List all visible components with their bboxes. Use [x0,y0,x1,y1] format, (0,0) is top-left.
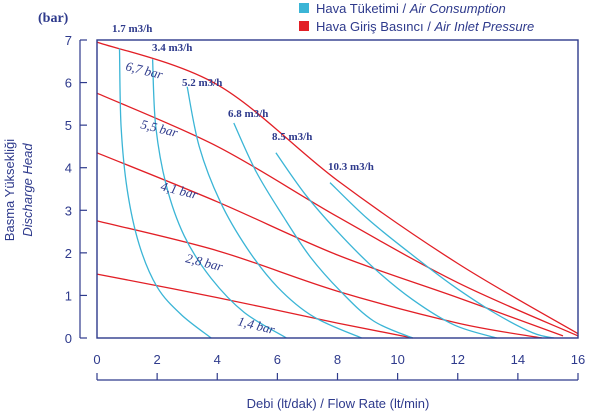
x-tick-label: 6 [274,352,281,367]
legend-label-air-consumption: Hava Tüketimi / Air Consumption [316,1,506,16]
air-inlet-pressure-line [96,220,543,339]
series-layer [96,41,579,339]
y-tick-label: 1 [65,288,72,303]
air-consumption-curve [233,122,413,339]
x-tick-label: 14 [511,352,525,367]
air-consumption-label: 5.2 m3/h [182,77,222,89]
air-consumption-label: 8.5 m3/h [272,131,312,143]
y-tick-label: 6 [65,76,72,91]
legend-swatch-air-inlet-pressure [299,21,309,31]
x-tick-label: 10 [390,352,404,367]
air-consumption-curve [329,182,555,339]
y-tick-label: 4 [65,161,72,176]
x-tick-label: 2 [154,352,161,367]
y-axis-title-tr: Basma Yüksekliği [2,139,17,241]
air-inlet-pressure-line [96,92,579,337]
air-consumption-label: 6.8 m3/h [228,108,268,120]
air-consumption-label: 3.4 m3/h [152,42,192,54]
x-tick-label: 4 [214,352,221,367]
air-consumption-curve [186,86,362,339]
legend: Hava Tüketimi / Air Consumption Hava Gir… [299,1,534,34]
air-inlet-pressure-label: 6,7 bar [124,58,165,82]
y-tick-label: 7 [65,33,72,48]
legend-label-air-inlet-pressure: Hava Giriş Basıncı / Air Inlet Pressure [316,19,534,34]
y-tick-label: 0 [65,331,72,346]
x-tick-label: 12 [451,352,465,367]
legend-swatch-air-consumption [299,3,309,13]
frame-layer [79,39,579,381]
y-tick-label: 5 [65,118,72,133]
air-consumption-curve [275,152,497,339]
air-inlet-pressure-line [96,273,413,339]
air-consumption-curve [118,48,212,339]
air-inlet-pressure-line [96,41,579,335]
air-inlet-pressure-label: 1,4 bar [236,313,277,337]
x-axis-title: Debi (lt/dak) / Flow Rate (lt/min) [247,396,430,411]
x-tick-label: 16 [571,352,585,367]
x-tick-label: 0 [93,352,100,367]
air-consumption-label: 1.7 m3/h [112,23,152,35]
y-unit-label: (bar) [38,11,69,26]
plot-frame [96,39,579,339]
y-tick-label: 3 [65,203,72,218]
air-inlet-pressure-label: 4,1 bar [159,178,200,202]
air-consumption-curve [151,59,287,339]
air-consumption-label: 10.3 m3/h [328,161,374,173]
y-axis-title: Basma Yüksekliği Discharge Head [2,139,35,241]
air-inlet-pressure-label: 5,5 bar [139,116,180,140]
x-tick-label: 8 [334,352,341,367]
y-axis-title-en: Discharge Head [20,143,35,237]
y-tick-label: 2 [65,246,72,261]
